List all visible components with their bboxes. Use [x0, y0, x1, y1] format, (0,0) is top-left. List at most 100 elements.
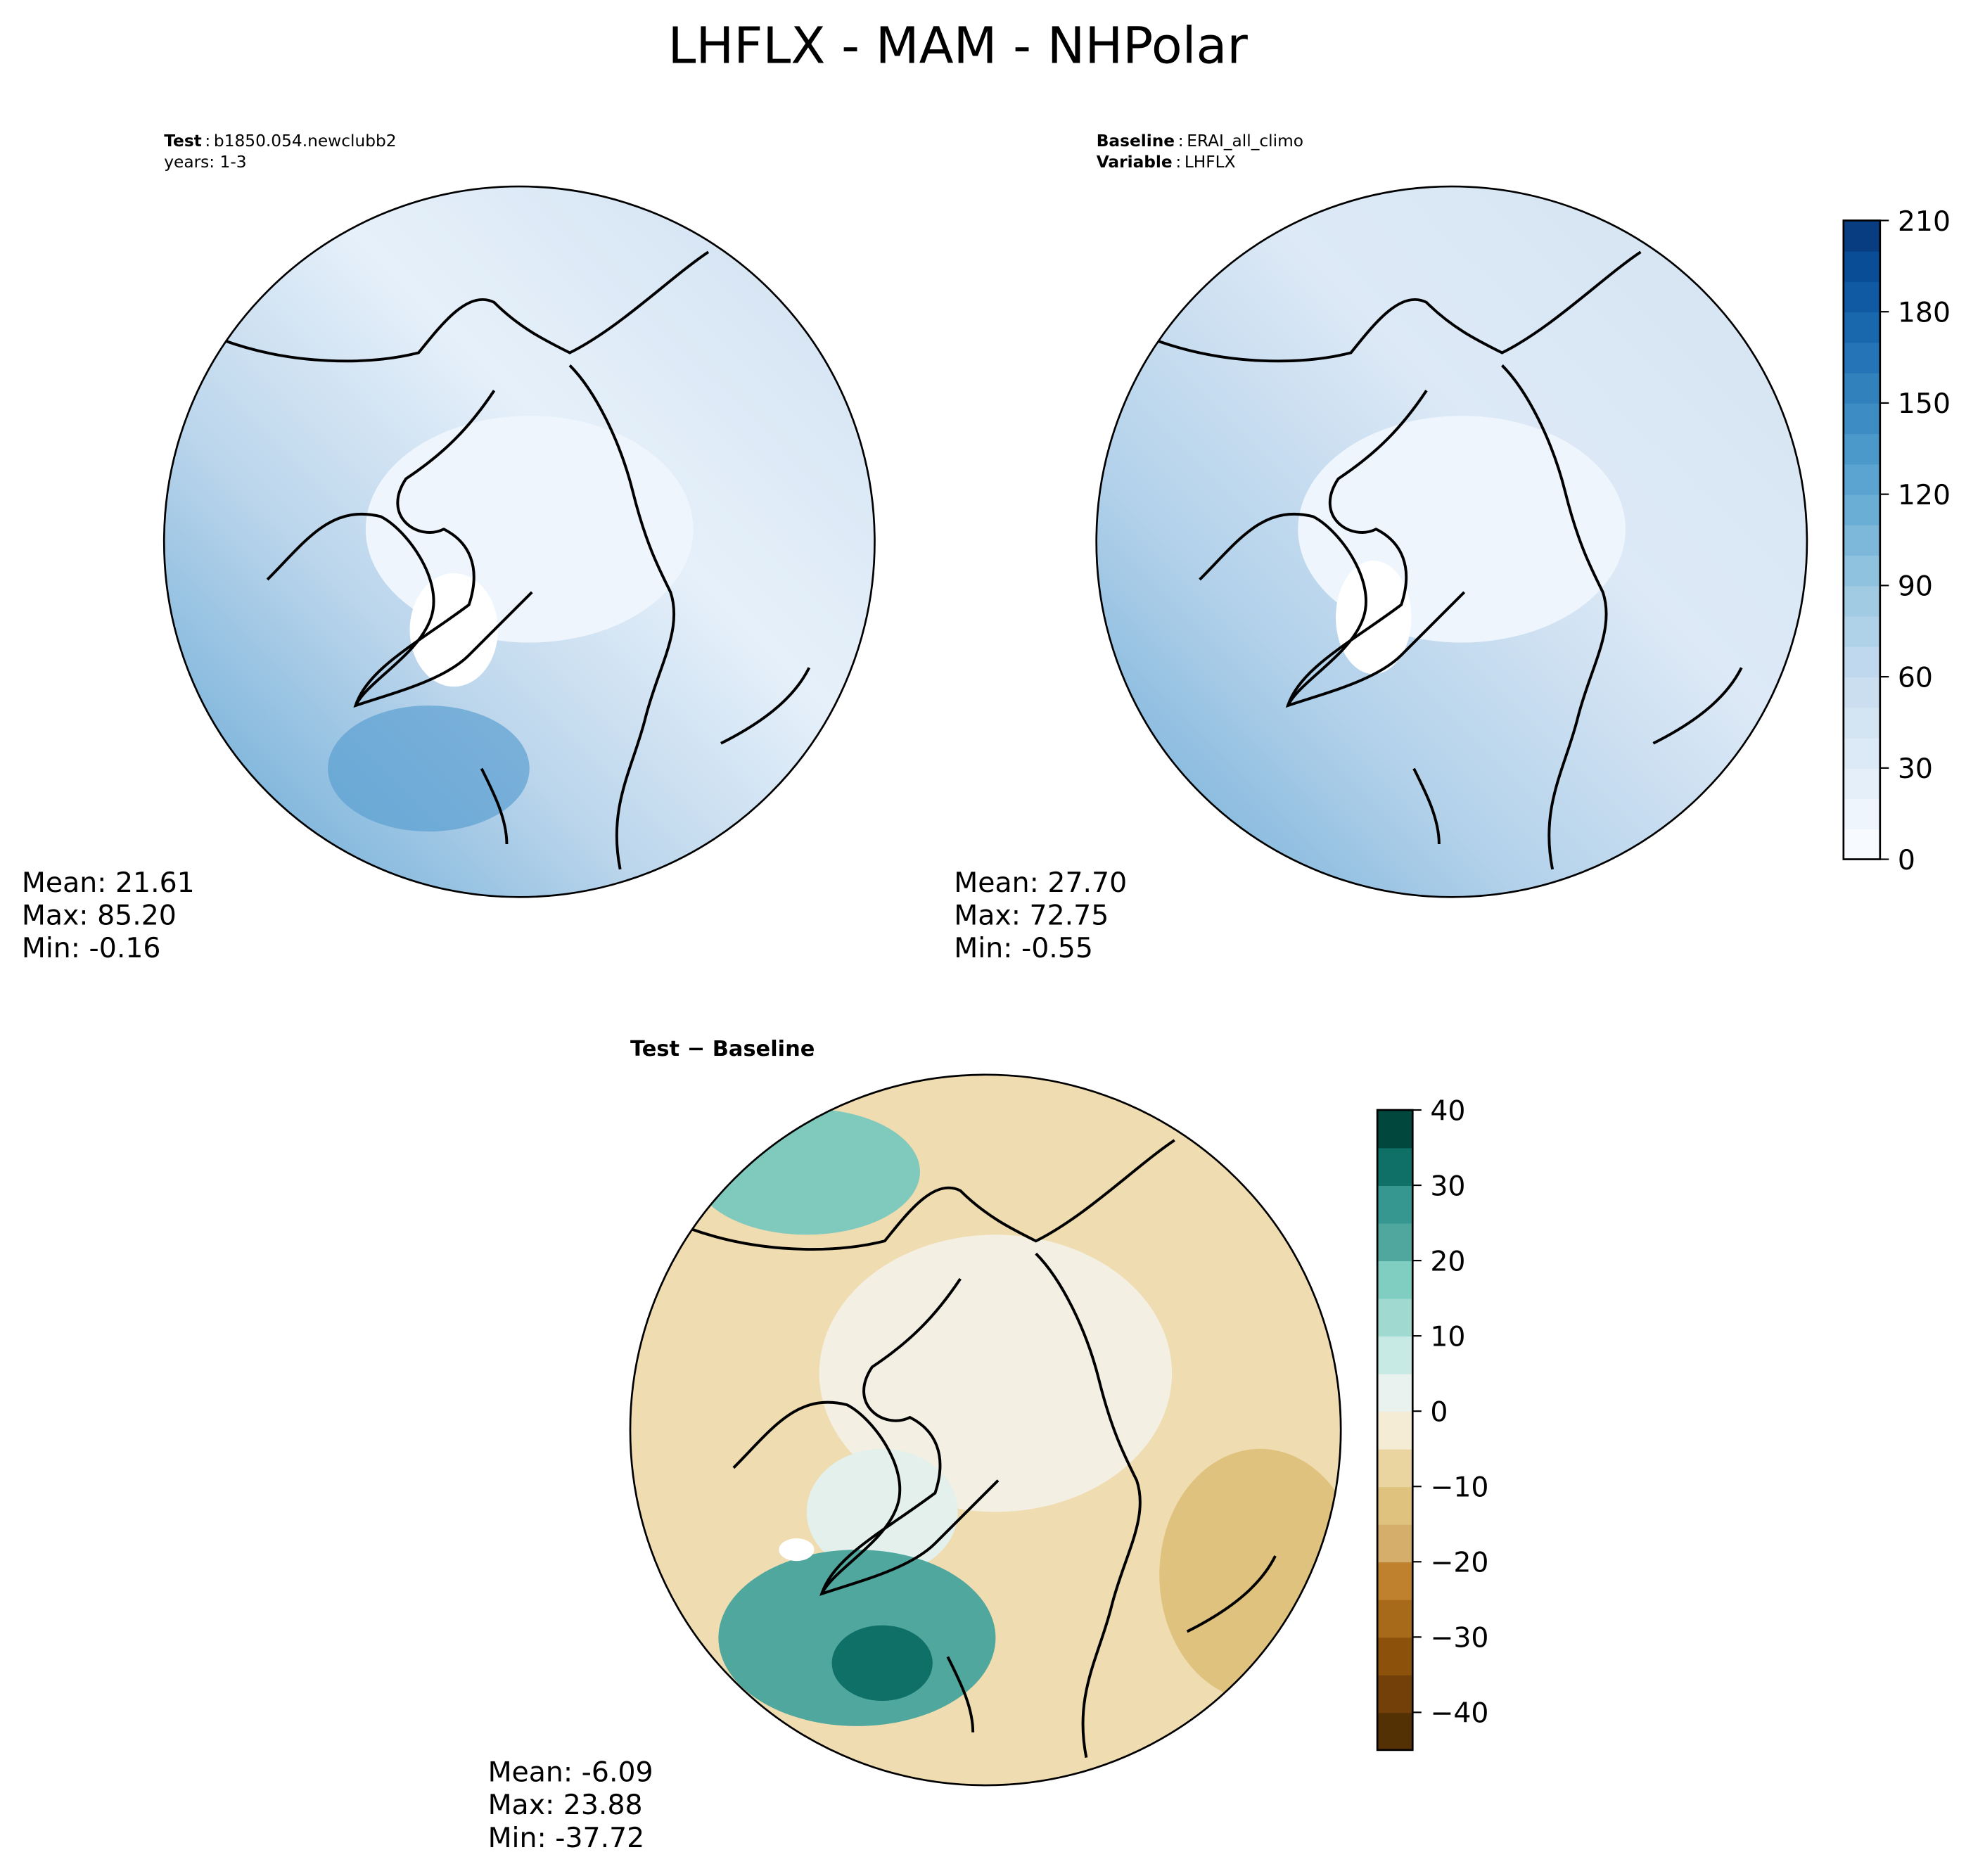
colorbar-segment: [1843, 312, 1880, 343]
map: [630, 1074, 1341, 1786]
colorbar-segment: [1377, 1637, 1413, 1676]
panel-header: Variable : LHFLX: [1097, 153, 1236, 172]
colorbar-segment: [1843, 737, 1880, 769]
colorbar-segment: [1843, 615, 1880, 647]
colorbar-segment: [1377, 1373, 1413, 1412]
colorbar-segment: [1377, 1411, 1413, 1450]
colorbar-segment: [1377, 1261, 1413, 1299]
stat-label: Max: 85.20: [22, 900, 177, 932]
colorbar-segment: [1377, 1599, 1413, 1638]
colorbar-segment: [1843, 798, 1880, 830]
stat-label: Max: 23.88: [488, 1789, 643, 1821]
colorbar-tick-label: 0: [1898, 844, 1915, 876]
colorbar-tick-label: −20: [1430, 1547, 1488, 1579]
colorbar-segment: [1843, 646, 1880, 677]
colorbar-tick-label: 40: [1430, 1095, 1465, 1127]
map-region: [1159, 1448, 1341, 1702]
stat-label: Min: -0.55: [954, 932, 1093, 964]
colorbar-segment: [1377, 1524, 1413, 1563]
colorbar-frame: [1376, 1109, 1414, 1751]
colorbar-segment: [1843, 585, 1880, 617]
colorbar-tick-label: −40: [1430, 1697, 1488, 1730]
colorbar-tick-label: −30: [1430, 1622, 1488, 1654]
colorbar-segment: [1843, 555, 1880, 587]
map: [1096, 186, 1807, 898]
colorbar-segment: [1843, 342, 1880, 374]
colorbar-tick-label: 60: [1898, 661, 1933, 694]
map: [164, 186, 875, 898]
colorbar-segment: [1843, 677, 1880, 708]
colorbar-segment: [1377, 1448, 1413, 1488]
map-region: [806, 1448, 958, 1575]
header-separator: :: [1173, 153, 1185, 172]
colorbar-segment: [1843, 707, 1880, 739]
colorbar-segment: [1843, 464, 1880, 495]
header-value: ERAI_all_climo: [1187, 132, 1303, 151]
colorbar-tick-label: 180: [1898, 297, 1951, 329]
panel-header: years: 1-3: [164, 153, 246, 172]
header-value: LHFLX: [1185, 153, 1236, 172]
map-region: [693, 1109, 920, 1235]
colorbar-segment: [1377, 1712, 1413, 1751]
map-region: [328, 706, 530, 832]
colorbar-segment: [1377, 1223, 1413, 1261]
colorbar-segment: [1843, 494, 1880, 525]
stat-label: Max: 72.75: [954, 900, 1109, 932]
map-region: [1336, 561, 1412, 675]
header-value: b1850.054.newclubb2: [214, 132, 397, 151]
header-text: years: 1-3: [164, 153, 246, 172]
colorbar-tick-label: 90: [1898, 570, 1933, 603]
stat-label: Min: -37.72: [488, 1822, 645, 1854]
colorbar-segment: [1843, 402, 1880, 435]
header-key: Variable: [1097, 153, 1173, 172]
colorbar-segment: [1843, 250, 1880, 282]
stat-label: Mean: 21.61: [22, 867, 195, 899]
header-separator: :: [1175, 132, 1187, 151]
colorbar-tick-label: −10: [1430, 1472, 1488, 1504]
panel-header: Baseline : ERAI_all_climo: [1097, 132, 1303, 151]
colorbar-segment: [1377, 1562, 1413, 1600]
colorbar-segment: [1843, 372, 1880, 404]
colorbar-segment: [1843, 220, 1880, 252]
colorbar-segment: [1377, 1185, 1413, 1224]
header-separator: :: [202, 132, 214, 151]
stat-label: Mean: -6.09: [488, 1756, 653, 1789]
panel-header: Test − Baseline: [630, 1037, 815, 1061]
colorbar-segment: [1377, 1147, 1413, 1186]
colorbar-segment: [1843, 829, 1880, 860]
colorbar-segment: [1377, 1336, 1413, 1374]
colorbar-tick-label: 120: [1898, 479, 1951, 511]
colorbar-frame: [1842, 219, 1882, 860]
colorbar-segment: [1843, 767, 1880, 799]
map-border: [162, 185, 876, 898]
colorbar-tick-label: 30: [1430, 1170, 1465, 1202]
colorbar-tick-label: 20: [1430, 1245, 1465, 1277]
colorbar-segment: [1843, 281, 1880, 313]
colorbar-tick-label: 10: [1430, 1320, 1465, 1353]
colorbar-segment: [1843, 524, 1880, 556]
header-key: Baseline: [1097, 132, 1175, 151]
map-region: [409, 573, 498, 687]
map-region: [779, 1538, 815, 1562]
colorbar-segment: [1377, 1486, 1413, 1525]
colorbar-tick-label: 210: [1898, 205, 1951, 238]
figure-title: LHFLX - MAM - NHPolar: [668, 17, 1248, 75]
panel-header: Test : b1850.054.newclubb2: [164, 132, 396, 151]
header-text: Test − Baseline: [630, 1037, 815, 1061]
colorbar-segment: [1377, 1298, 1413, 1337]
colorbar-segment: [1377, 1674, 1413, 1714]
colorbar-segment: [1843, 433, 1880, 465]
header-key: Test: [164, 132, 202, 151]
map-region: [831, 1625, 933, 1702]
stat-label: Min: -0.16: [22, 932, 161, 964]
map-border: [1095, 185, 1808, 898]
colorbar-tick-label: 150: [1898, 388, 1951, 420]
colorbar-tick-label: 0: [1430, 1396, 1448, 1429]
colorbar-segment: [1377, 1109, 1413, 1149]
map-border: [629, 1073, 1342, 1787]
stat-label: Mean: 27.70: [954, 867, 1127, 899]
colorbar-tick-label: 30: [1898, 753, 1933, 785]
map-region: [819, 1234, 1173, 1512]
